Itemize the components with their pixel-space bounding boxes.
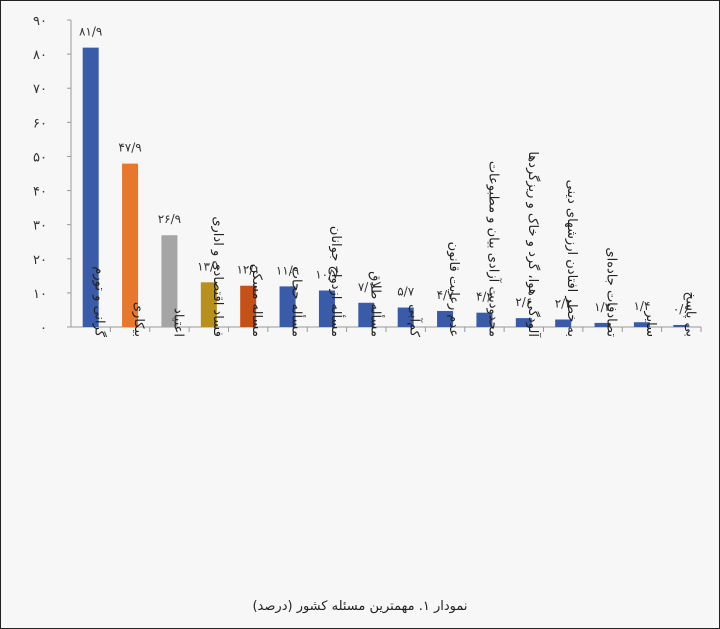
category-label: عدم رعایت قانون [446,242,461,337]
category-label: مساله مسکن [249,264,264,337]
category-label: محدودیت آزادی بیان و مطبوعات [485,161,502,337]
y-tick-label: ۵۰ [33,150,47,165]
bars [82,47,690,327]
bar [318,290,335,327]
data-label: ۱۲/۱ [236,263,259,277]
bar [240,285,257,327]
bar [594,322,611,327]
data-label: ۷/۱ [358,280,375,294]
data-label: ۱/۲ [594,300,611,314]
bar [358,302,375,327]
category-label: کم‌آبی [407,304,424,338]
y-tick-label: ۹۰ [33,14,47,29]
bar [555,319,572,327]
category-label: گرانی و تورم [92,266,108,337]
bar [279,286,296,327]
data-label: ۱۱/۹ [276,263,299,277]
category-label: اعتیاد [170,308,185,337]
category-label: مسأله حجاب [289,267,307,337]
bar [437,310,454,327]
bar [633,322,650,327]
bar [161,235,178,327]
category-label: سایر [643,310,658,337]
category-label: به خطر افتادن ارزشهای دینی [564,180,579,337]
category-label: تصادفات جاده‌ای [604,247,619,337]
category-label: بیکاری [131,302,146,337]
data-label: ۲/۶ [515,295,532,309]
bar [397,307,414,327]
category-label: فساد اقتصادی و اداری [210,216,225,337]
bar [122,163,139,327]
y-tick-label: ۳۰ [33,219,47,234]
y-tick-label: ۰ [40,321,47,336]
category-label: بی پاسخ [682,292,697,337]
data-label: ۵/۷ [397,285,414,299]
category-label: مسأله ازدواج جوانان [328,226,346,337]
y-tick-label: ۸۰ [33,48,47,63]
y-tick-label: ۶۰ [33,116,47,131]
data-label: ۰/۶ [673,302,690,316]
chart-caption: نمودار ۱. مهمترین مسئله کشور (درصد) [252,599,468,614]
y-tick-label: ۷۰ [33,82,47,97]
y-tick-label: ۱۰ [33,287,47,302]
category-label: مسأله طلاق [367,271,385,337]
bar [476,312,493,327]
y-tick-label: ۴۰ [33,185,47,200]
bar [515,318,532,327]
data-label: ۲/۲ [555,296,572,310]
data-label: ۱۰/۷ [315,268,339,282]
data-label: ۱۳/۱ [197,259,220,273]
bar [200,282,217,327]
data-label: ۸۱/۹ [79,25,102,39]
bar [673,324,690,327]
labels: ۸۱/۹ گرانی و تورم ۴۷/۹ بیکاری ۲۶/۹ اعتیاد ۱۳/۱… [79,25,697,339]
y-tick-label: ۲۰ [33,253,47,268]
data-label: ۴۷/۹ [118,141,141,155]
data-label: ۴/۷ [437,288,454,302]
data-label: ۴/۲ [476,290,493,304]
bar [82,47,99,327]
category-label: آلودگی هوا، گرد و خاک و ریزگردها [525,151,542,338]
data-label: ۲۶/۹ [158,212,181,226]
data-label: ۱/۴ [633,299,650,313]
